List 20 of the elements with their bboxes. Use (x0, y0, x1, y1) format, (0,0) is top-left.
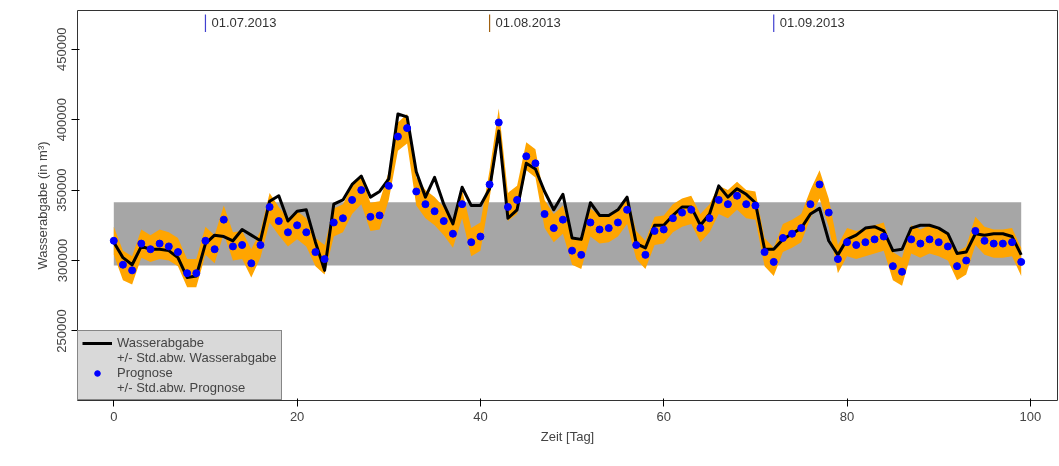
x-tick-label: 0 (110, 408, 118, 424)
x-tick-label: 60 (656, 408, 671, 424)
y-tick-label: 400000 (54, 97, 70, 142)
ref-line-label: 01.08.2013 (495, 15, 561, 31)
x-tick-label: 80 (839, 408, 855, 424)
ref-line-label: 01.09.2013 (779, 15, 845, 31)
y-axis-title: Wasserabgabe (in m³) (34, 141, 50, 270)
legend-label: Prognose (117, 365, 173, 380)
ref-line-label: 01.07.2013 (211, 15, 277, 31)
x-tick-label: 40 (473, 408, 488, 424)
y-tick-label: 250000 (54, 309, 70, 353)
x-tick-label: 20 (289, 408, 305, 424)
y-tick-label: 350000 (54, 168, 70, 212)
annotation: +/- Std.abw. Prognose (117, 380, 246, 395)
annotation: +/- Std.abw. Wasserabgabe (117, 350, 277, 365)
legend-label: Wasserabgabe (117, 335, 204, 350)
y-tick-label: 300000 (54, 238, 70, 283)
x-axis-title: Zeit [Tag] (540, 428, 595, 444)
y-tick-label: 450000 (54, 27, 70, 71)
x-tick-label: 100 (1019, 408, 1042, 424)
